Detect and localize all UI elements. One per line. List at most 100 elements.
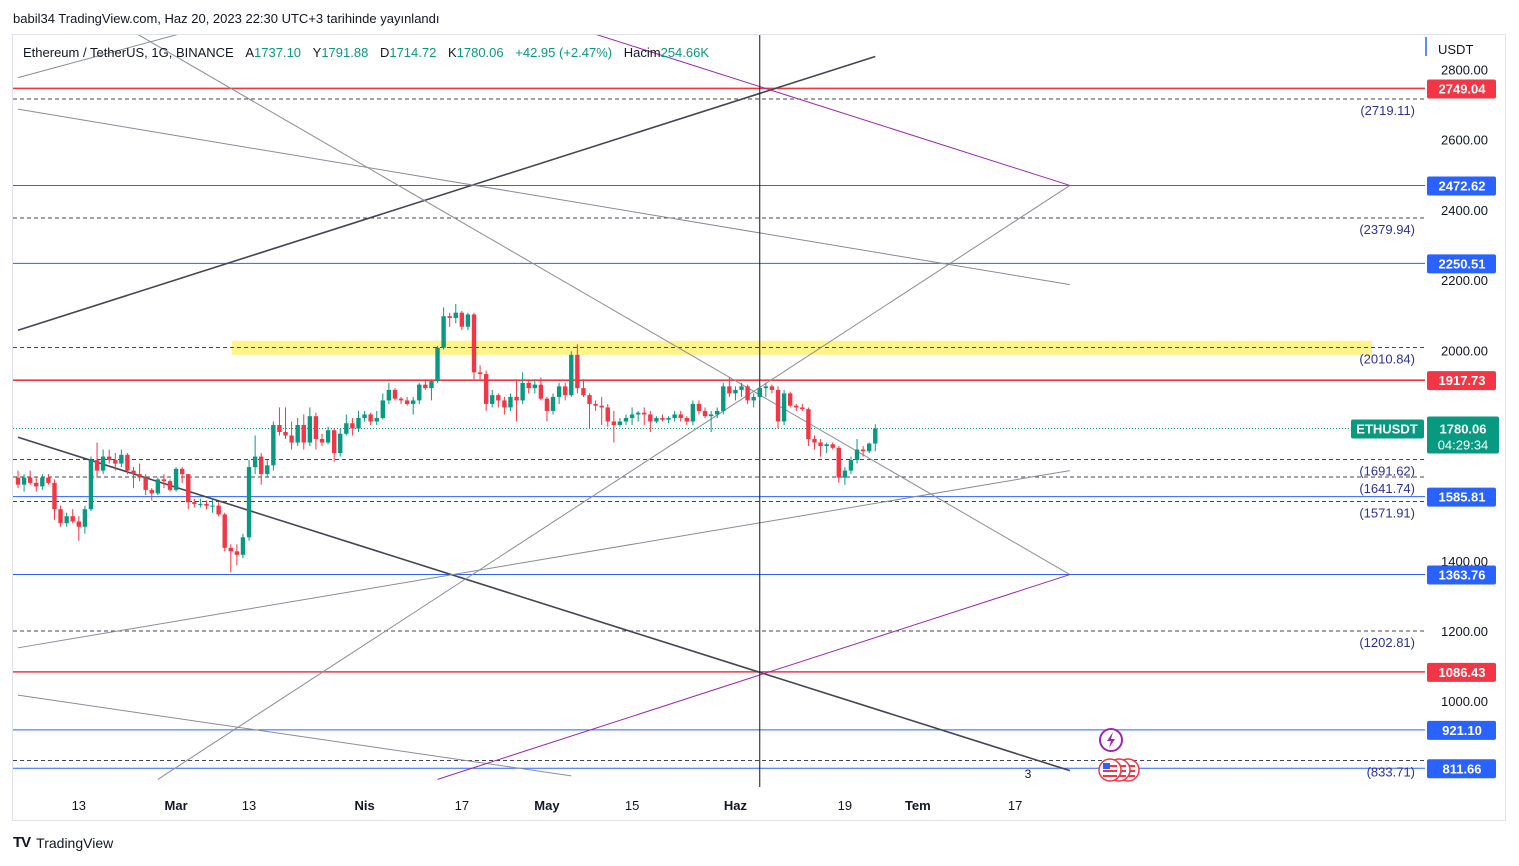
candle-body <box>678 414 683 418</box>
candle <box>836 446 841 483</box>
candle <box>429 379 434 401</box>
candle <box>471 312 477 380</box>
x-tick-label: May <box>534 798 560 813</box>
price-badge: 1917.73 <box>1427 371 1496 391</box>
candle-body <box>313 416 319 440</box>
price-badge-label: 1917.73 <box>1439 373 1486 388</box>
candle <box>459 310 465 331</box>
candle-body <box>508 396 513 408</box>
candle <box>143 474 148 496</box>
trend-line <box>17 436 1071 772</box>
candle <box>40 474 45 490</box>
candle <box>453 303 458 324</box>
candle <box>520 372 525 404</box>
candle <box>289 421 294 450</box>
candle-body <box>289 435 294 443</box>
candle <box>794 403 799 411</box>
y-tick-label: 1000.00 <box>1441 694 1488 709</box>
candle-body <box>635 412 641 415</box>
price-badge-label: 2250.51 <box>1439 256 1486 271</box>
price-badge: 2250.51 <box>1427 254 1496 274</box>
candle-body <box>824 444 829 447</box>
candle <box>307 407 313 447</box>
tradingview-footer[interactable]: TV TradingView <box>13 834 113 851</box>
flag-canton <box>1103 763 1110 769</box>
candle <box>204 500 209 510</box>
candle <box>167 479 173 492</box>
candle <box>265 460 270 478</box>
candle-body <box>800 407 805 410</box>
candle <box>137 463 142 482</box>
candle <box>496 393 501 408</box>
price-badge-label: 2472.62 <box>1439 178 1486 193</box>
candle-body <box>721 386 726 411</box>
candle-body <box>684 417 689 422</box>
candle-body <box>76 521 81 527</box>
candle <box>435 346 440 383</box>
x-tick-label: 13 <box>242 798 256 813</box>
candle <box>295 417 300 447</box>
candle-body <box>477 372 483 375</box>
trend-line <box>437 574 1070 780</box>
candle <box>818 439 823 457</box>
symbol-title[interactable]: Ethereum / TetherUS, 1G, BINANCE <box>23 45 234 60</box>
candle <box>854 439 860 464</box>
y-tick-label: 2400.00 <box>1441 203 1488 218</box>
price-badge-label: 811.66 <box>1442 761 1481 776</box>
candle <box>58 505 63 527</box>
candle <box>672 410 677 422</box>
trend-line <box>17 470 1070 649</box>
candle-body <box>514 396 519 401</box>
candle-body <box>672 414 677 418</box>
candle <box>155 477 161 496</box>
candle-body <box>356 417 361 429</box>
plot-area <box>13 35 1425 787</box>
candle <box>325 426 331 445</box>
candle-body <box>46 477 51 483</box>
candle-body <box>374 417 379 422</box>
price-badge-bg <box>1427 254 1496 274</box>
volume-label: Hacim <box>623 45 661 60</box>
candle <box>131 467 136 489</box>
candle-body <box>210 505 215 507</box>
candle-body <box>763 386 769 389</box>
fib-level-label: (1202.81) <box>1359 635 1415 650</box>
candle-body <box>794 405 799 408</box>
candle-body <box>873 428 878 444</box>
candle-body <box>344 423 349 434</box>
close-value: 1780.06 <box>456 45 504 60</box>
candle <box>502 396 507 415</box>
candle-body <box>660 417 665 420</box>
candle <box>386 382 392 404</box>
candle <box>702 407 708 418</box>
price-badge: 2472.62 <box>1427 176 1496 196</box>
candle <box>629 407 635 425</box>
candle-body <box>605 407 610 422</box>
candle-body <box>350 423 355 429</box>
trend-line <box>17 108 1070 286</box>
candle-body <box>806 409 811 440</box>
price-badge: 1363.76 <box>1427 565 1496 585</box>
candle-body <box>599 405 604 408</box>
candle-body <box>587 395 592 404</box>
candle <box>800 403 805 411</box>
candle <box>508 393 513 411</box>
candle-body <box>502 400 507 408</box>
candle <box>733 386 738 401</box>
candle <box>684 416 689 425</box>
fib-level-label: (1641.74) <box>1359 481 1415 496</box>
fib-level-label: (1571.91) <box>1359 506 1415 521</box>
candle <box>860 446 866 457</box>
candle-body <box>617 421 623 425</box>
candle <box>192 498 197 508</box>
currency-label: USDT <box>1438 42 1473 57</box>
candle <box>514 379 519 422</box>
candle-body <box>745 386 750 401</box>
candle <box>848 456 854 475</box>
candle-body <box>550 396 556 411</box>
candle <box>490 389 495 408</box>
fib-level-label: (833.71) <box>1367 765 1415 780</box>
y-tick-label: 1200.00 <box>1441 624 1488 639</box>
candle-body <box>107 456 112 461</box>
